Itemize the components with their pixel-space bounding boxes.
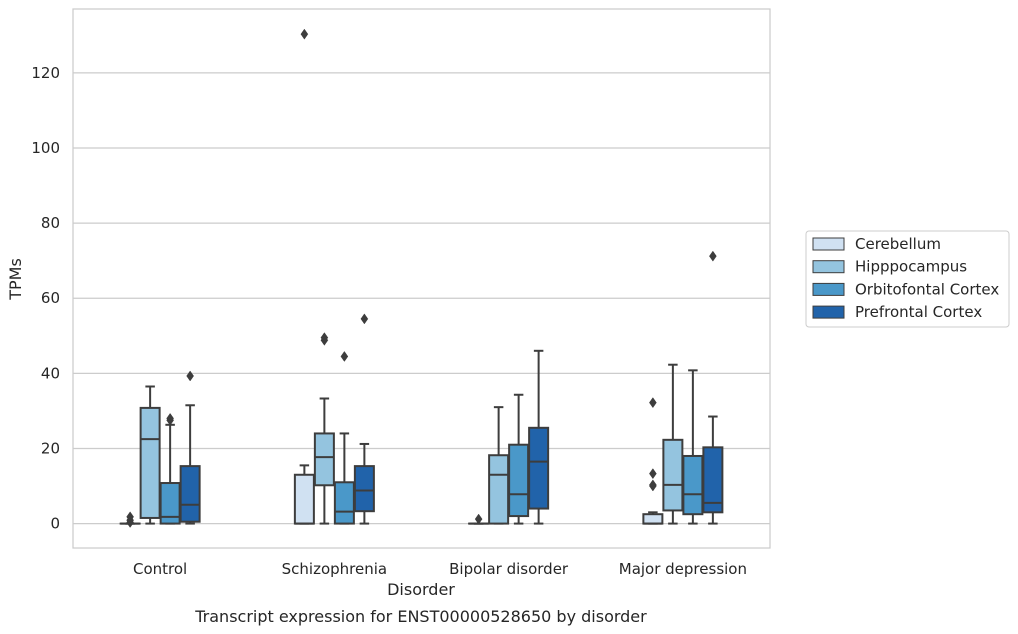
outlier-point bbox=[126, 511, 134, 523]
box-group bbox=[333, 351, 355, 525]
box-iqr bbox=[313, 432, 335, 487]
box-group bbox=[293, 28, 315, 525]
legend-label: Cerebellum bbox=[855, 235, 941, 253]
legend-swatch bbox=[812, 237, 845, 251]
outlier-point bbox=[186, 370, 194, 382]
x-tick-label: Major depression bbox=[619, 560, 747, 578]
box-group bbox=[159, 412, 181, 525]
box-iqr bbox=[508, 443, 530, 518]
plot-frame bbox=[72, 8, 771, 549]
box-group bbox=[179, 370, 201, 525]
legend-swatch bbox=[812, 305, 845, 319]
legend-swatch bbox=[812, 282, 845, 296]
box-group bbox=[119, 511, 141, 528]
outlier-point bbox=[649, 479, 657, 491]
legend-label: Orbitofontal Cortex bbox=[855, 280, 999, 298]
box-iqr bbox=[333, 481, 355, 525]
x-tick-label: Control bbox=[133, 560, 187, 578]
y-tick-label: 80 bbox=[41, 214, 60, 232]
x-axis-title: Disorder bbox=[387, 580, 455, 599]
box-group bbox=[682, 369, 704, 525]
x-tick-label: Schizophrenia bbox=[282, 560, 387, 578]
legend-label: Prefrontal Cortex bbox=[855, 303, 982, 321]
outlier-point bbox=[474, 513, 483, 525]
box-iqr bbox=[682, 454, 704, 516]
y-axis-ticks: 0 20 40 60 80 100 120 bbox=[31, 64, 60, 533]
box-group bbox=[313, 332, 335, 525]
box-group bbox=[662, 363, 684, 525]
y-tick-label: 20 bbox=[41, 439, 60, 457]
box-iqr bbox=[353, 465, 375, 513]
box-iqr bbox=[662, 438, 684, 512]
y-tick-label: 120 bbox=[31, 64, 60, 82]
figure-caption: Transcript expression for ENST0000052865… bbox=[194, 607, 647, 626]
x-tick-label: Bipolar disorder bbox=[449, 560, 569, 578]
box-iqr bbox=[139, 406, 161, 519]
x-axis-ticks: Control Schizophrenia Bipolar disorder Majo… bbox=[133, 560, 747, 578]
box-group bbox=[702, 250, 724, 525]
box-group bbox=[528, 349, 550, 525]
y-tick-label: 60 bbox=[41, 289, 60, 307]
box-iqr bbox=[528, 426, 550, 510]
outlier-point bbox=[166, 412, 174, 424]
outlier-point bbox=[320, 332, 329, 344]
y-tick-label: 40 bbox=[41, 364, 60, 382]
legend-label: Hipppocampus bbox=[855, 258, 967, 276]
box-group bbox=[139, 385, 161, 525]
box-group bbox=[353, 313, 375, 525]
legend-swatch bbox=[812, 260, 845, 274]
y-axis-title: TPMs bbox=[6, 258, 25, 301]
box-iqr bbox=[642, 513, 664, 525]
box-iqr bbox=[702, 446, 724, 514]
legend: Cerebellum Hipppocampus Orbitofontal Corte… bbox=[805, 230, 1010, 328]
box-group bbox=[468, 513, 490, 525]
outlier-point bbox=[340, 351, 349, 362]
box-group bbox=[508, 393, 530, 525]
outlier-point bbox=[649, 468, 657, 480]
box-iqr bbox=[488, 454, 510, 525]
outlier-point bbox=[360, 313, 369, 325]
outlier-point bbox=[300, 28, 309, 40]
box-group bbox=[488, 406, 510, 525]
outlier-point bbox=[709, 250, 717, 262]
box-iqr bbox=[293, 473, 315, 525]
legend-frame bbox=[805, 230, 1010, 328]
y-tick-label: 100 bbox=[31, 139, 60, 157]
outlier-point bbox=[649, 397, 657, 409]
box-group bbox=[642, 397, 664, 525]
box-iqr bbox=[179, 465, 201, 523]
y-tick-label: 0 bbox=[50, 515, 60, 533]
boxes bbox=[119, 28, 724, 528]
